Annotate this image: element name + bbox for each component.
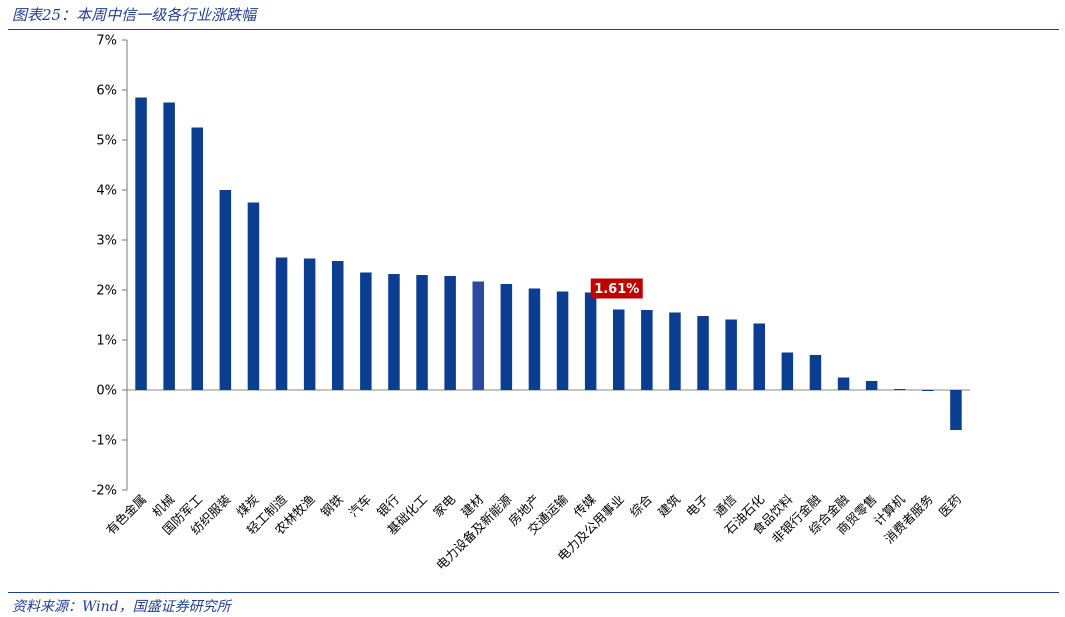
bar xyxy=(528,288,541,390)
bar xyxy=(303,258,316,390)
bar xyxy=(950,390,962,430)
y-tick-label: 7% xyxy=(96,34,117,49)
bar xyxy=(135,97,147,390)
bar xyxy=(837,377,850,390)
bar xyxy=(191,127,203,390)
category-label: 汽车 xyxy=(346,492,374,520)
category-label: 医药 xyxy=(936,492,964,520)
y-tick-label: 1% xyxy=(96,334,117,349)
bar xyxy=(922,390,934,391)
bottom-rule xyxy=(8,592,1059,593)
bar xyxy=(500,284,513,390)
bar xyxy=(416,275,428,390)
y-tick-label: 0% xyxy=(96,384,117,399)
top-rule xyxy=(8,29,1059,30)
source-note: 资料来源：Wind，国盛证券研究所 xyxy=(12,599,231,615)
category-label: 钢铁 xyxy=(318,491,347,520)
bar xyxy=(669,312,681,390)
bar xyxy=(556,291,569,390)
bar xyxy=(725,319,737,390)
annotation-label: 1.61% xyxy=(594,282,639,297)
bar xyxy=(388,274,400,390)
bar xyxy=(219,190,232,390)
bar xyxy=(247,202,260,390)
category-label: 建筑 xyxy=(655,491,684,520)
bar xyxy=(894,389,906,390)
bar xyxy=(641,310,653,390)
y-tick-label: 3% xyxy=(96,234,117,249)
category-label: 家电 xyxy=(430,491,459,520)
y-tick-label: 6% xyxy=(96,84,117,99)
chart-title: 图表25：本周中信一级各行业涨跌幅 xyxy=(12,6,257,24)
bar xyxy=(697,316,709,390)
bar xyxy=(584,292,597,390)
y-tick-label: -2% xyxy=(92,484,117,499)
y-tick-label: 4% xyxy=(96,184,117,199)
y-tick-label: 2% xyxy=(96,284,117,299)
annotation-box xyxy=(590,278,643,299)
bar xyxy=(781,352,794,390)
bar xyxy=(472,281,484,390)
bar xyxy=(613,309,625,390)
bar xyxy=(360,272,372,390)
bar xyxy=(444,276,456,390)
bar xyxy=(332,261,344,390)
bar xyxy=(809,355,822,390)
y-tick-label: -1% xyxy=(92,434,117,449)
category-label: 电子 xyxy=(683,492,711,520)
y-tick-label: 5% xyxy=(96,134,117,149)
bar xyxy=(865,381,878,390)
bar xyxy=(753,323,765,390)
bar xyxy=(163,102,175,390)
category-label: 综合 xyxy=(627,491,656,520)
bar xyxy=(275,257,288,390)
